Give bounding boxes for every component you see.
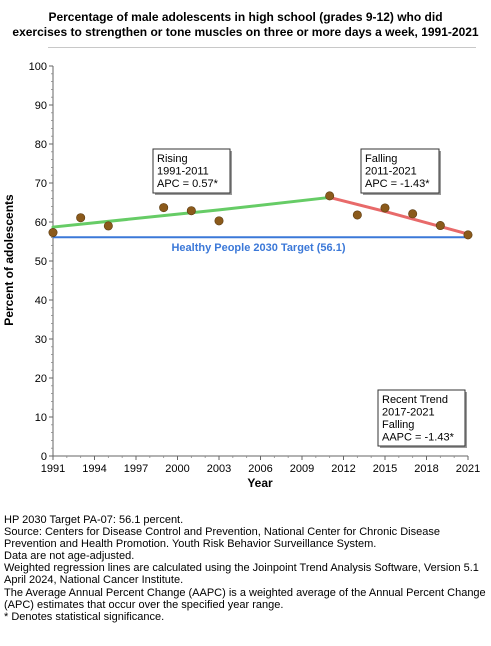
trend-line-rising xyxy=(51,195,332,229)
footnote-aapc: The Average Annual Percent Change (AAPC)… xyxy=(4,586,486,611)
data-point xyxy=(76,213,86,223)
data-point xyxy=(435,221,445,231)
title-divider xyxy=(48,47,476,48)
line-chart: 0 10 20 30 40 50 60 70 80 90 100 1991 1994 1997 2000 20… xyxy=(2,61,481,490)
x-tick-label: 2000 xyxy=(165,463,189,475)
y-tick-label: 30 xyxy=(35,334,47,346)
footnote-regression: Weighted regression lines are calculated… xyxy=(4,562,479,587)
y-tick-label: 50 xyxy=(35,256,47,268)
target-line-group: Healthy People 2030 Target (56.1) xyxy=(53,236,468,254)
data-point xyxy=(103,221,113,231)
x-tick-label: 2012 xyxy=(331,463,355,475)
annotation-line: AAPC = -1.43* xyxy=(382,432,455,444)
annotation-line: APC = 0.57* xyxy=(157,178,219,190)
annotation-line: Rising xyxy=(157,153,188,165)
annotation-frame xyxy=(152,148,231,194)
x-tick-label: 2006 xyxy=(248,463,272,475)
data-point xyxy=(352,210,362,220)
annotation-line: 2011-2021 xyxy=(365,166,417,178)
y-tick-label: 80 xyxy=(35,139,47,151)
annotation-frame xyxy=(360,148,440,194)
x-tick-label: 1991 xyxy=(41,463,65,475)
annotation-line: APC = -1.43* xyxy=(365,178,430,190)
data-point xyxy=(463,230,473,240)
data-point xyxy=(325,191,335,201)
y-tick-label: 10 xyxy=(35,412,47,424)
chart-title-line-1: Percentage of male adolescents in high s… xyxy=(48,10,443,24)
axes: 0 10 20 30 40 50 60 70 80 90 100 1991 1994 1997 2000 20… xyxy=(29,61,481,475)
chart-title: Percentage of male adolescents in high s… xyxy=(0,10,491,40)
x-tick-label: 2009 xyxy=(290,463,314,475)
footnotes: HP 2030 Target PA-07: 56.1 percent. Sour… xyxy=(4,514,488,623)
y-tick-label: 20 xyxy=(35,373,47,385)
y-tick-label: 100 xyxy=(29,61,47,73)
x-tick-label: 2018 xyxy=(414,463,438,475)
annotation-line: Recent Trend xyxy=(382,394,448,406)
x-tick-label: 2015 xyxy=(373,463,397,475)
footnote-target: HP 2030 Target PA-07: 56.1 percent. xyxy=(4,514,184,526)
data-point xyxy=(408,209,418,219)
annotation-frame xyxy=(377,389,466,447)
y-tick-label: 40 xyxy=(35,295,47,307)
x-tick-label: 2021 xyxy=(456,463,480,475)
y-tick-label: 60 xyxy=(35,217,47,229)
data-points xyxy=(48,191,473,240)
data-point xyxy=(186,206,196,216)
annotation-line: 1991-2011 xyxy=(157,166,209,178)
footnote-significance: * Denotes statistical significance. xyxy=(4,610,165,623)
trend-lines xyxy=(51,195,470,236)
footnote-source: Source: Centers for Disease Control and … xyxy=(4,526,440,551)
data-point xyxy=(159,203,169,213)
x-tick-label: 2003 xyxy=(207,463,231,475)
footnote-age-adjusted: Data are not age-adjusted. xyxy=(4,550,135,563)
trend-line-falling xyxy=(328,195,470,236)
target-label: Healthy People 2030 Target (56.1) xyxy=(171,242,345,254)
x-tick-label: 1994 xyxy=(82,463,106,475)
annotation-line: 2017-2021 xyxy=(382,407,435,419)
annotation-line: Falling xyxy=(365,153,397,165)
y-tick-label: 0 xyxy=(41,451,47,463)
data-point xyxy=(214,216,224,226)
data-point xyxy=(48,228,58,238)
y-tick-label: 90 xyxy=(35,100,47,112)
x-tick-label: 1997 xyxy=(124,463,148,475)
annotation-line: Falling xyxy=(382,419,414,431)
data-point xyxy=(380,203,390,213)
chart-title-line-2: exercises to strengthen or tone muscles … xyxy=(12,25,479,39)
x-axis-label: Year xyxy=(247,476,273,490)
y-tick-label: 70 xyxy=(35,178,47,190)
y-axis-label: Percent of adolescents xyxy=(2,194,16,326)
